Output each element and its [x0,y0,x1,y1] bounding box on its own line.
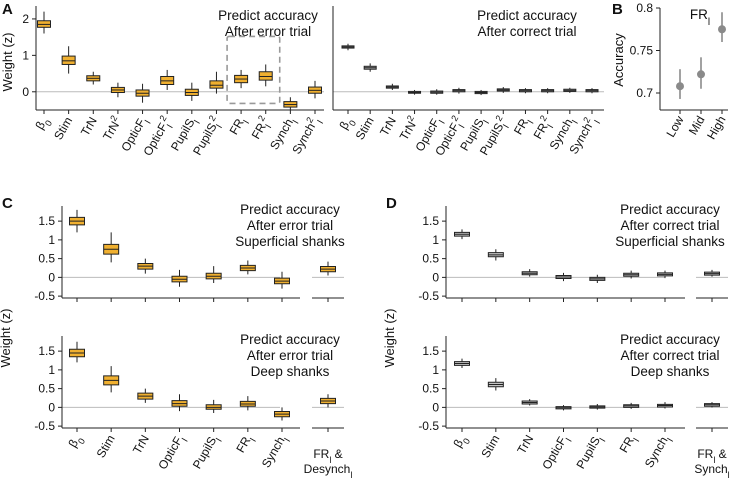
x-tick-label: Stim [51,114,75,142]
annotation-line: After correct trial [620,218,719,233]
annotation-line: Deep shanks [631,364,710,379]
x-tick-label: FRl [233,433,258,458]
annotation-line: Superficial shanks [615,234,725,249]
annotation-line: After correct trial [620,348,719,363]
highlight-box [226,35,281,105]
y-tick-label: 0 [22,85,29,99]
panel-C-bottom: -0.5 0 0.5 1 1.5 β0 Stim TrN OpticFl PupilSl FRl Sy… [0,309,352,481]
data-point [676,82,684,91]
x-tick-label: Low [663,113,686,139]
data-point [718,25,726,34]
x-tick-label: β0 [451,433,473,452]
y-tick-label: 0.5 [38,382,55,396]
x-tick-label: TrN [514,433,536,457]
x-tick-label-extra: Synchl [694,462,729,480]
x-tick-label: OpticFl [539,433,573,474]
annotation-line: After error trial [225,24,311,39]
y-tick-label: 0 [48,270,55,284]
y-tick-label: 1 [48,233,55,247]
y-tick-label: 0.75 [630,44,654,58]
annotation-line: Predict accuracy [240,332,340,347]
box-9-box [258,71,273,81]
panel-title: FRl [690,7,710,28]
y-tick-label: 1 [432,363,439,377]
panel-letter: D [386,195,397,212]
y-axis-label: Weight (z) [0,33,15,92]
y-tick-label: -0.5 [34,419,55,433]
y-tick-label: -0.5 [418,419,439,433]
annotation-line: After error trial [247,218,333,233]
x-tick-label: Stim [353,114,377,142]
y-axis-label: Accuracy [611,33,626,87]
y-tick-label: 2 [22,12,29,26]
x-tick-label: TrN [377,115,399,139]
panel-letter: A [2,1,13,18]
x-tick-label: β0 [66,433,88,452]
y-tick-label: 0.5 [422,252,439,266]
x-tick-label: β0 [33,115,55,134]
panel-D-bottom: -0.500.511.5β0 Stim TrN OpticFl PupilSl FRl Sy… [382,309,730,481]
x-tick-label: PupilSl [190,433,224,474]
x-tick-label: FRl [227,115,252,140]
y-tick-label: 0.5 [422,382,439,396]
panel-letter: C [2,195,13,212]
box-7-box [209,80,224,89]
y-tick-label: -0.5 [418,289,439,303]
data-point [697,70,705,79]
x-tick-label: FRl [617,433,642,458]
y-tick-label: 0 [48,400,55,414]
box-1-box [61,55,76,65]
y-tick-label: 1 [22,48,29,62]
annotation-line: After correct trial [477,24,576,39]
y-tick-label: 1 [432,233,439,247]
x-tick-label: Synchl [259,433,292,473]
y-tick-label: 0 [432,400,439,414]
annotation-line: Deep shanks [251,364,330,379]
x-tick-label: TrN [78,115,100,139]
y-tick-label: 1.5 [38,344,55,358]
x-tick-label: Synchl [642,433,675,473]
annotation-line: Predict accuracy [218,8,318,23]
y-tick-label: -0.5 [34,289,55,303]
panel-letter: B [612,1,623,18]
y-axis-label: Weight (z) [382,309,397,368]
x-tick-label: High [704,114,728,142]
y-tick-label: 0.5 [38,252,55,266]
y-tick-label: 0 [432,270,439,284]
x-tick-label: TrN [130,433,152,457]
y-tick-label: 1.5 [422,344,439,358]
annotation-line: Predict accuracy [240,202,340,217]
y-tick-label: 0.8 [636,1,653,15]
y-tick-label: 1.5 [422,214,439,228]
x-tick-label: OpticFl [155,433,189,474]
annotation-line: Predict accuracy [477,8,577,23]
annotation-line: After error trial [247,348,333,363]
annotation-line: Predict accuracy [620,332,720,347]
y-tick-label: 1.5 [38,214,55,228]
y-tick-label: 1 [48,363,55,377]
annotation-line: Predict accuracy [620,202,720,217]
x-tick-label: PupilSl [573,433,607,474]
x-tick-label-extra: FRl & [313,447,342,465]
x-tick-label: Stim [478,432,502,460]
annotation-line: Superficial shanks [235,234,345,249]
x-tick-label-extra: Desynchl [304,462,353,480]
x-tick-label: TrN2 [98,114,124,143]
y-axis-label: Weight (z) [0,309,13,368]
y-tick-label: 0.7 [636,86,653,100]
x-tick-label-extra: FRl & [697,447,726,465]
x-tick-label: Stim [94,432,118,460]
